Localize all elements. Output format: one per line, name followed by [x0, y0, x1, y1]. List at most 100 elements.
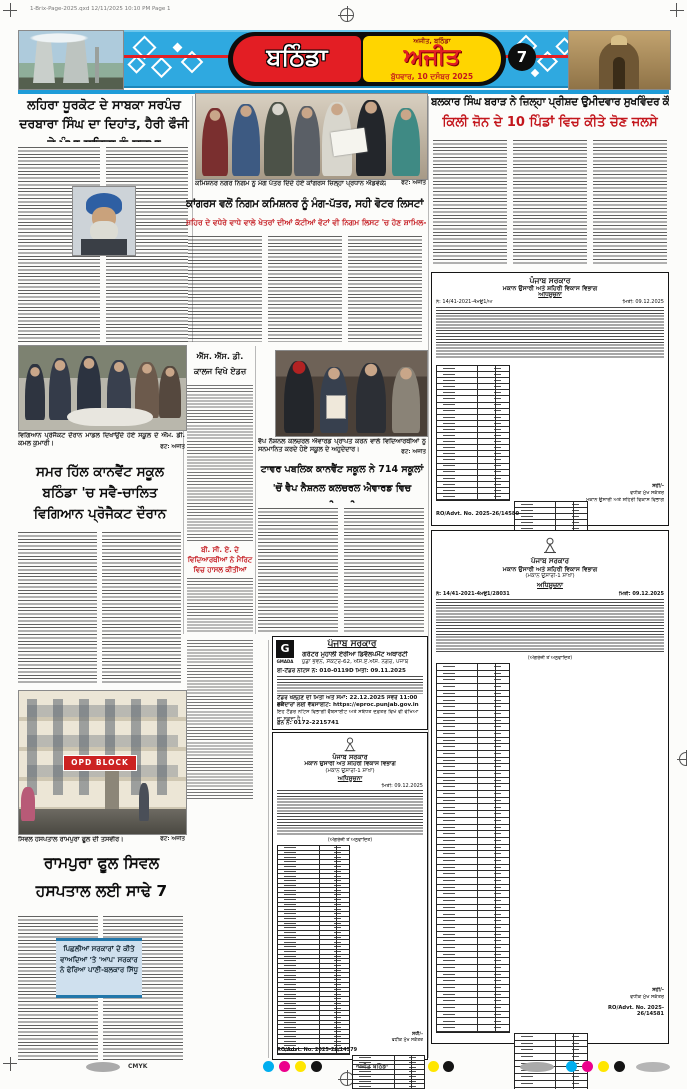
- yellow-dot: [598, 1061, 609, 1072]
- print-gray-oval: [86, 1062, 120, 1072]
- print-bottom-tag: ਅਜੀਤ ਬਠਿੰਡਾ: [356, 1063, 389, 1070]
- print-header-line: 1-Brix-Page-2025.qxd 12/11/2025 10:10 PM…: [30, 6, 171, 12]
- table-row: [278, 935, 349, 941]
- table-row: [278, 968, 349, 974]
- masthead-paper-block: ਅਜੀਤ, ਬਠਿੰਡਾ ਅਜੀਤ ਬੁੱਧਵਾਰ, 10 ਦਸੰਬਰ 2025: [363, 36, 501, 82]
- steam-shape: [29, 33, 89, 43]
- person-figure: [356, 363, 386, 433]
- crop-mark: [670, 10, 684, 11]
- table-row: [278, 930, 349, 936]
- state-emblem-icon: [342, 736, 358, 756]
- table-row: [437, 697, 509, 705]
- award-photo: [275, 350, 428, 437]
- table-row: [437, 366, 509, 373]
- person-figure: [49, 358, 71, 420]
- table-row: [278, 1030, 349, 1035]
- table-row: [437, 964, 509, 972]
- table-row: [437, 851, 509, 858]
- crop-mark: [3, 1063, 17, 1064]
- notice-a-gov: ਪੰਜਾਬ ਸਰਕਾਰ: [529, 276, 571, 285]
- notice-c-translation-line: (ਅੰਗਰੇਜ਼ੀ ਤੋਂ ਅਨੁਵਾਦਿਤ): [327, 838, 373, 843]
- bca-body: [187, 578, 253, 632]
- notice-b-sig2: ਵਧੀਕ ਮੁੱਖ ਸਕੱਤਰ: [630, 994, 664, 1000]
- notice-b-dept: ਮਕਾਨ ਉਸਾਰੀ ਅਤੇ ਸ਼ਹਿਰੀ ਵਿਕਾਸ ਵਿਭਾਗ: [502, 566, 598, 573]
- notice-c-sig: ਸਹੀ/-: [412, 1032, 423, 1037]
- gmada-site-line: ਠੇਕੇਦਾਰਾਂ ਲਈ ਵੈੱਬਸਾਈਟ: https://eproc.pun…: [277, 702, 419, 708]
- gmada-tender-notice: G GMADA ਪੰਜਾਬ ਸਰਕਾਰ ਗਰੇਟਰ ਮੁਹਾਲੀ ਏਰੀਆ ਡਿ…: [272, 636, 428, 730]
- table-row: [515, 502, 587, 509]
- gmada-note-line: ਇਹ ਟੈਂਡਰ ਨੋਟਿਸ ਵਿਭਾਗੀ ਵੈੱਬਸਾਈਟ ਅਤੇ ਸਬੰਧਤ…: [277, 709, 419, 722]
- yellow-dot: [295, 1061, 306, 1072]
- notice-b-table-2: [514, 1033, 588, 1089]
- page-number: 7: [516, 48, 528, 66]
- table-row: [437, 971, 509, 979]
- notice-a-paragraphs: [436, 307, 664, 359]
- table-row: [278, 846, 349, 851]
- table-row: [437, 978, 509, 985]
- mid-column-body: [187, 640, 253, 800]
- person-figure: [202, 108, 228, 176]
- table-row: [437, 684, 509, 691]
- table-row: [353, 1060, 424, 1066]
- notice-a-heading: ਅਧਿਸੂਚਨਾ: [538, 292, 562, 298]
- notice-c-paragraphs: [277, 790, 423, 836]
- column-divider: [255, 346, 256, 634]
- person-figure: [264, 102, 292, 176]
- table-row: [437, 1005, 509, 1012]
- table-row: [437, 911, 509, 919]
- table-row: [278, 879, 349, 884]
- election-subhead: ਕਿਲੀ ਜ਼ੋਨ ਦੇ 10 ਪਿੰਡਾਂ ਵਿਚ ਕੀਤੇ ਚੋਣ ਜਲਸੇ: [442, 115, 658, 130]
- masthead-city: ਬਠਿੰਡਾ: [266, 43, 328, 71]
- hospital-headline: ਰਾਮਪੁਰਾ ਫੂਲ ਸਿਵਲ ਹਸਪਤਾਲ ਲਈ ਸਾਢੇ 7 ਕਰੋੜ ਦ…: [35, 854, 168, 910]
- table-row: [437, 750, 509, 758]
- black-dot: [443, 1061, 454, 1072]
- table-row: [278, 926, 349, 931]
- hospital-photo: OPD BLOCK: [18, 690, 187, 835]
- gmada-phone: ਫ਼ੋਨ ਨੰ: 0172-2215741: [277, 720, 339, 726]
- table-row: [278, 869, 349, 875]
- masthead-photo-thermal-plant: [18, 30, 124, 90]
- table-row: [437, 670, 509, 678]
- notice-b-translation-line: (ਅੰਗਰੇਜ਼ੀ ਤੋਂ ਅਨੁਵਾਦਿਤ): [527, 656, 573, 661]
- table-row: [437, 737, 509, 745]
- table-row: [278, 902, 349, 908]
- science-photo-caption: ਵਿਗਿਆਨ ਪ੍ਰੋਜੈਕਟ ਦੌਰਾਨ ਮਾਡਲ ਦਿਖਾਉਂਦੇ ਹੋਏ …: [18, 432, 185, 447]
- gmada-body-sim: [277, 676, 423, 694]
- table-row: [437, 791, 509, 798]
- ssd-body: [187, 385, 253, 541]
- notice-b-ro-line: RO/Advt. No. 2025-26/14581: [608, 1005, 664, 1017]
- table-row: [437, 958, 509, 965]
- table-row: [437, 744, 509, 751]
- beard-shape: [90, 221, 118, 243]
- election-body-col3: [593, 140, 667, 266]
- monument-door-shape: [613, 57, 625, 89]
- notice-a-box: ਪੰਜਾਬ ਸਰਕਾਰ ਮਕਾਨ ਉਸਾਰੀ ਅਤੇ ਸ਼ਹਿਰੀ ਵਿਕਾਸ …: [431, 272, 669, 749]
- table-column-divider: [411, 1056, 413, 1089]
- table-row: [278, 888, 349, 894]
- foreground-bikes-shape: [19, 809, 186, 834]
- gmada-logo-label: GMADA: [276, 659, 294, 664]
- table-row: [353, 1065, 424, 1071]
- diamond-pattern-icon: [530, 68, 540, 78]
- table-row: [437, 831, 509, 838]
- table-row: [515, 1080, 587, 1088]
- table-row: [278, 907, 349, 913]
- table-row: [437, 757, 509, 765]
- table-row: [437, 433, 509, 440]
- table-row: [437, 817, 509, 825]
- table-row: [437, 804, 509, 812]
- bca-subhead: ਬੀ. ਸੀ. ਏ. ਦੇ ਵਿਦਿਆਰਥੀਆਂ ਨੇ ਮੈਰਿਟ ਵਿਚ ਹਾ…: [187, 546, 253, 575]
- person-figure: [232, 104, 260, 176]
- science-project-photo: [18, 345, 187, 431]
- table-row: [278, 916, 349, 922]
- table-row: [437, 985, 509, 992]
- table-column-divider: [494, 366, 496, 500]
- chimney-shape: [95, 47, 99, 83]
- table-row: [437, 1011, 509, 1019]
- table-row: [515, 1087, 587, 1089]
- gmada-tender-no: ਈ-ਟੈਂਡਰ ਨੋਟਿਸ ਨੰ: 010-0119D ਮਿਤੀ: 09.11.…: [277, 668, 406, 674]
- table-row: [515, 1040, 587, 1048]
- table-row: [437, 811, 509, 818]
- crop-mark: [3, 10, 17, 11]
- summer-hill-headline: ਸਮਰ ਹਿੱਲ ਕਾਨਵੈਂਟ ਸਕੂਲ ਬਠਿੰਡਾ 'ਚ ਸਵੈ-ਚਾਲਿ…: [33, 464, 167, 522]
